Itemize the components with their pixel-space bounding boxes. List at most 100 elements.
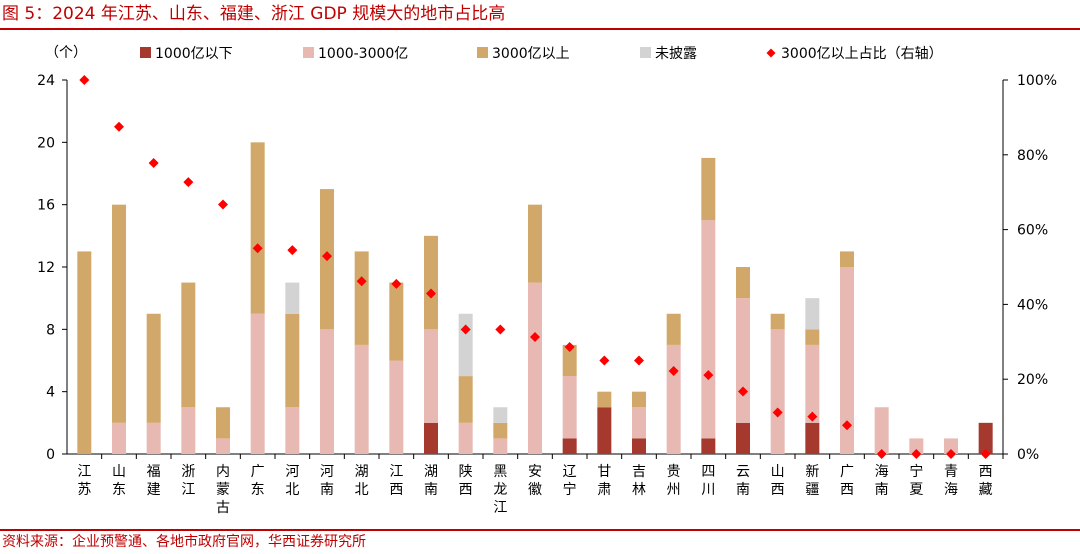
ratio-marker: [460, 324, 471, 335]
legend-label: 未披露: [655, 46, 697, 62]
y-tick-label: 12: [37, 260, 55, 276]
ratio-marker: [426, 288, 436, 299]
bar-segment: [354, 344, 369, 454]
bar-segment: [146, 422, 161, 454]
bar-segment: [77, 251, 92, 454]
bar-segment: [736, 298, 750, 423]
bar-segment: [181, 407, 196, 454]
x-tick-label: 江苏: [77, 464, 91, 498]
markers-layer: [79, 75, 991, 459]
y-axis-unit: （个）: [45, 45, 87, 61]
x-tick-label: 甘肃: [597, 464, 611, 498]
bar-segment: [840, 267, 854, 454]
bar-segment: [632, 391, 646, 408]
bar-segment: [112, 204, 126, 423]
legend-swatch: [640, 47, 651, 58]
y2-tick-label: 0%: [1017, 447, 1039, 463]
x-tick-label: 青海: [944, 464, 958, 498]
bar-segment: [493, 407, 508, 423]
x-tick-label: 贵州: [667, 464, 681, 498]
bar-segment: [666, 313, 681, 345]
ratio-marker: [183, 177, 194, 188]
ratio-marker: [946, 449, 956, 459]
x-tick-label: 辽宁: [563, 464, 577, 498]
ratio-marker: [322, 251, 332, 262]
bar-segment: [493, 422, 508, 439]
ratio-marker: [772, 407, 783, 418]
ratio-marker: [287, 245, 298, 256]
legend-swatch: [477, 47, 488, 58]
bar-segment: [320, 329, 334, 454]
bar-segment: [770, 329, 785, 454]
bar-segment: [909, 438, 924, 454]
bar-segment: [632, 407, 646, 439]
bar-segment: [389, 282, 404, 361]
bar-segment: [216, 407, 230, 439]
bar-segment: [597, 407, 612, 454]
ratio-marker: [252, 243, 263, 254]
x-tick-label: 山西: [771, 464, 785, 498]
ratio-marker: [668, 365, 679, 376]
legend: 1000亿以下 1000-3000亿 3000亿以上 未披露 3000亿以上占比（右轴）: [140, 46, 943, 62]
y-tick-label: 16: [37, 198, 55, 214]
y2-tick-label: 40%: [1017, 297, 1048, 313]
bar-segment: [389, 360, 404, 454]
bars-layer: [77, 142, 993, 454]
ratio-marker: [218, 199, 228, 210]
bar-segment: [562, 376, 577, 439]
legend-label: 1000-3000亿: [318, 46, 408, 62]
bar-segment: [562, 344, 577, 377]
bar-segment: [458, 376, 473, 423]
x-tick-label: 四川: [701, 464, 715, 498]
bar-segment: [146, 313, 161, 423]
ratio-marker: [599, 355, 610, 366]
bar-segment: [181, 282, 196, 408]
x-tick-label: 宁夏: [909, 463, 923, 498]
bar-segment: [528, 282, 542, 454]
x-tick-label: 福建: [147, 464, 161, 498]
y-tick-label: 8: [46, 322, 55, 338]
bar-segment: [736, 422, 750, 454]
legend-swatch: [303, 47, 314, 58]
bar-segment: [424, 235, 438, 330]
bar-segment: [944, 438, 958, 454]
x-tick-label: 河南: [320, 464, 334, 498]
x-tick-label: 浙江: [181, 464, 195, 498]
x-tick-label: 内蒙古: [216, 464, 230, 516]
x-tick-label: 广西: [840, 464, 854, 498]
bar-segment: [805, 422, 820, 454]
ratio-marker: [738, 386, 748, 397]
x-tick-label: 安徽: [528, 464, 542, 498]
y2-tick-label: 20%: [1017, 372, 1048, 388]
y-tick-label: 4: [46, 385, 55, 401]
ratio-marker: [530, 331, 540, 342]
bar-segment: [250, 313, 265, 454]
bar-segment: [493, 438, 508, 454]
bar-segment: [701, 157, 716, 221]
x-tick-label: 云南: [736, 464, 750, 498]
ratio-marker: [79, 75, 90, 85]
figure-title: 图 5：2024 年江苏、山东、福建、浙江 GDP 规模大的地市占比高: [0, 0, 1080, 30]
bar-segment: [701, 220, 716, 439]
bar-segment: [632, 438, 646, 454]
bar-segment: [216, 438, 230, 454]
stacked-bar-chart: 0 4 8 12 16 20 24 0% 20% 40% 60% 80% 100% （个） 江苏山东福建浙江…: [37, 45, 1057, 516]
source-note: 资料来源：企业预警通、各地市政府官网，华西证券研究所: [0, 529, 1080, 554]
ratio-marker: [148, 158, 159, 169]
x-tick-label: 西藏: [979, 464, 993, 498]
x-tick-label: 湖南: [424, 464, 438, 498]
y-tick-label: 20: [37, 135, 55, 151]
ratio-marker: [876, 449, 887, 459]
ratio-marker: [564, 342, 575, 353]
ratio-marker: [807, 411, 818, 422]
bar-segment: [250, 142, 265, 314]
bar-segment: [562, 438, 577, 454]
ratio-marker: [842, 420, 852, 431]
y2-tick-label: 100%: [1017, 73, 1057, 89]
bar-segment: [978, 422, 993, 454]
labels-layer: 0 4 8 12 16 20 24 0% 20% 40% 60% 80% 100% （个） 江苏山东福建浙江…: [37, 45, 1057, 516]
bar-segment: [666, 344, 681, 454]
legend-label: 3000亿以上占比（右轴）: [781, 46, 943, 62]
ratio-marker: [495, 324, 506, 335]
x-tick-label: 河北: [285, 464, 299, 498]
